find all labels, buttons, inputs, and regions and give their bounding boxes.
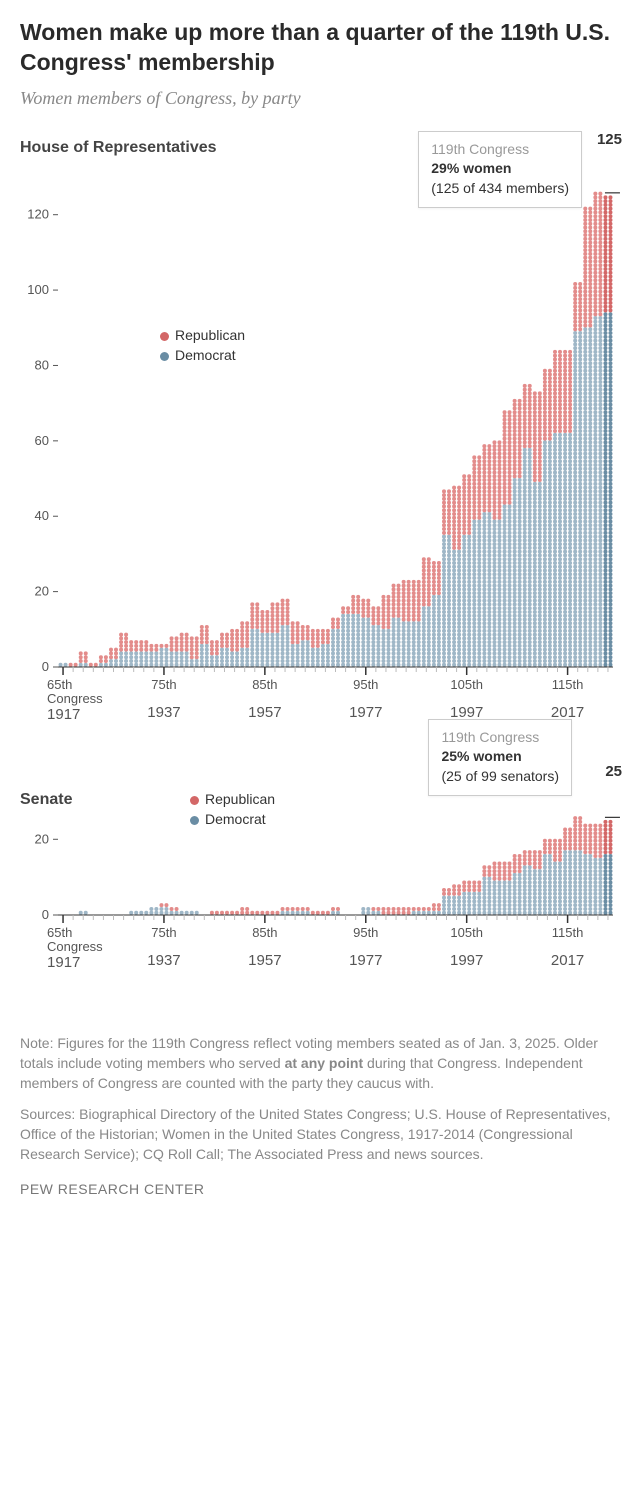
svg-text:Congress: Congress xyxy=(47,939,103,954)
svg-text:115th: 115th xyxy=(552,677,584,692)
senate-chart-block: 25 119th Congress 25% women (25 of 99 se… xyxy=(20,773,620,993)
legend-dot-democrat xyxy=(160,352,169,361)
svg-text:115th: 115th xyxy=(552,925,584,940)
svg-text:1957: 1957 xyxy=(248,704,281,721)
house-chart-svg: 0 20 40 60 80 100 120 65thCongress1917 75th 1937 8… xyxy=(20,163,620,733)
svg-text:85th: 85th xyxy=(252,925,277,940)
svg-text:65th: 65th xyxy=(47,925,72,940)
svg-text:Congress: Congress xyxy=(47,691,103,706)
svg-text:60: 60 xyxy=(35,433,49,448)
svg-text:1937: 1937 xyxy=(147,704,180,721)
svg-text:1957: 1957 xyxy=(248,952,281,969)
svg-text:40: 40 xyxy=(35,508,49,523)
svg-text:20: 20 xyxy=(35,831,49,846)
svg-text:0: 0 xyxy=(42,659,49,674)
house-callout: 119th Congress 29% women (125 of 434 mem… xyxy=(418,131,582,208)
senate-chart-svg: 0 20 65thCongress1917 75th 1937 85th 1957 95th 1… xyxy=(20,773,620,993)
house-chart-block: 125 House of Representatives 119th Congr… xyxy=(20,139,620,733)
svg-text:0: 0 xyxy=(42,907,49,922)
legend-dot-republican xyxy=(190,796,199,805)
house-legend: Republican Democrat xyxy=(160,327,245,363)
house-callout-detail: (125 of 434 members) xyxy=(431,179,569,199)
senate-callout-pct: 25% women xyxy=(441,748,521,764)
svg-text:120: 120 xyxy=(27,206,49,221)
senate-callout: 119th Congress 25% women (25 of 99 senat… xyxy=(428,719,572,796)
svg-text:2017: 2017 xyxy=(551,952,584,969)
svg-text:75th: 75th xyxy=(151,677,176,692)
senate-legend: Republican Democrat xyxy=(190,791,275,827)
svg-text:1977: 1977 xyxy=(349,704,382,721)
svg-text:85th: 85th xyxy=(252,677,277,692)
svg-text:1917: 1917 xyxy=(47,954,80,971)
senate-title: Senate xyxy=(20,791,72,809)
svg-text:65th: 65th xyxy=(47,677,72,692)
sources: Sources: Biographical Directory of the U… xyxy=(20,1104,620,1165)
senate-callout-detail: (25 of 99 senators) xyxy=(441,767,559,787)
legend-dot-democrat xyxy=(190,816,199,825)
svg-text:75th: 75th xyxy=(151,925,176,940)
svg-text:1997: 1997 xyxy=(450,952,483,969)
svg-text:95th: 95th xyxy=(353,925,378,940)
svg-text:95th: 95th xyxy=(353,677,378,692)
legend-dot-republican xyxy=(160,332,169,341)
chart-subtitle: Women members of Congress, by party xyxy=(20,88,620,109)
svg-text:105th: 105th xyxy=(450,677,483,692)
senate-callout-congress: 119th Congress xyxy=(441,728,559,748)
senate-end-label: 25 xyxy=(605,763,622,780)
svg-text:105th: 105th xyxy=(450,925,483,940)
svg-text:1977: 1977 xyxy=(349,952,382,969)
house-callout-congress: 119th Congress xyxy=(431,140,569,160)
svg-text:20: 20 xyxy=(35,583,49,598)
svg-text:100: 100 xyxy=(27,282,49,297)
footnote: Note: Figures for the 119th Congress ref… xyxy=(20,1033,620,1094)
org-footer: PEW RESEARCH CENTER xyxy=(20,1181,620,1197)
svg-text:1917: 1917 xyxy=(47,706,80,723)
chart-title: Women make up more than a quarter of the… xyxy=(20,18,620,78)
svg-text:80: 80 xyxy=(35,357,49,372)
house-callout-pct: 29% women xyxy=(431,160,511,176)
svg-text:1937: 1937 xyxy=(147,952,180,969)
house-end-label: 125 xyxy=(597,131,622,148)
